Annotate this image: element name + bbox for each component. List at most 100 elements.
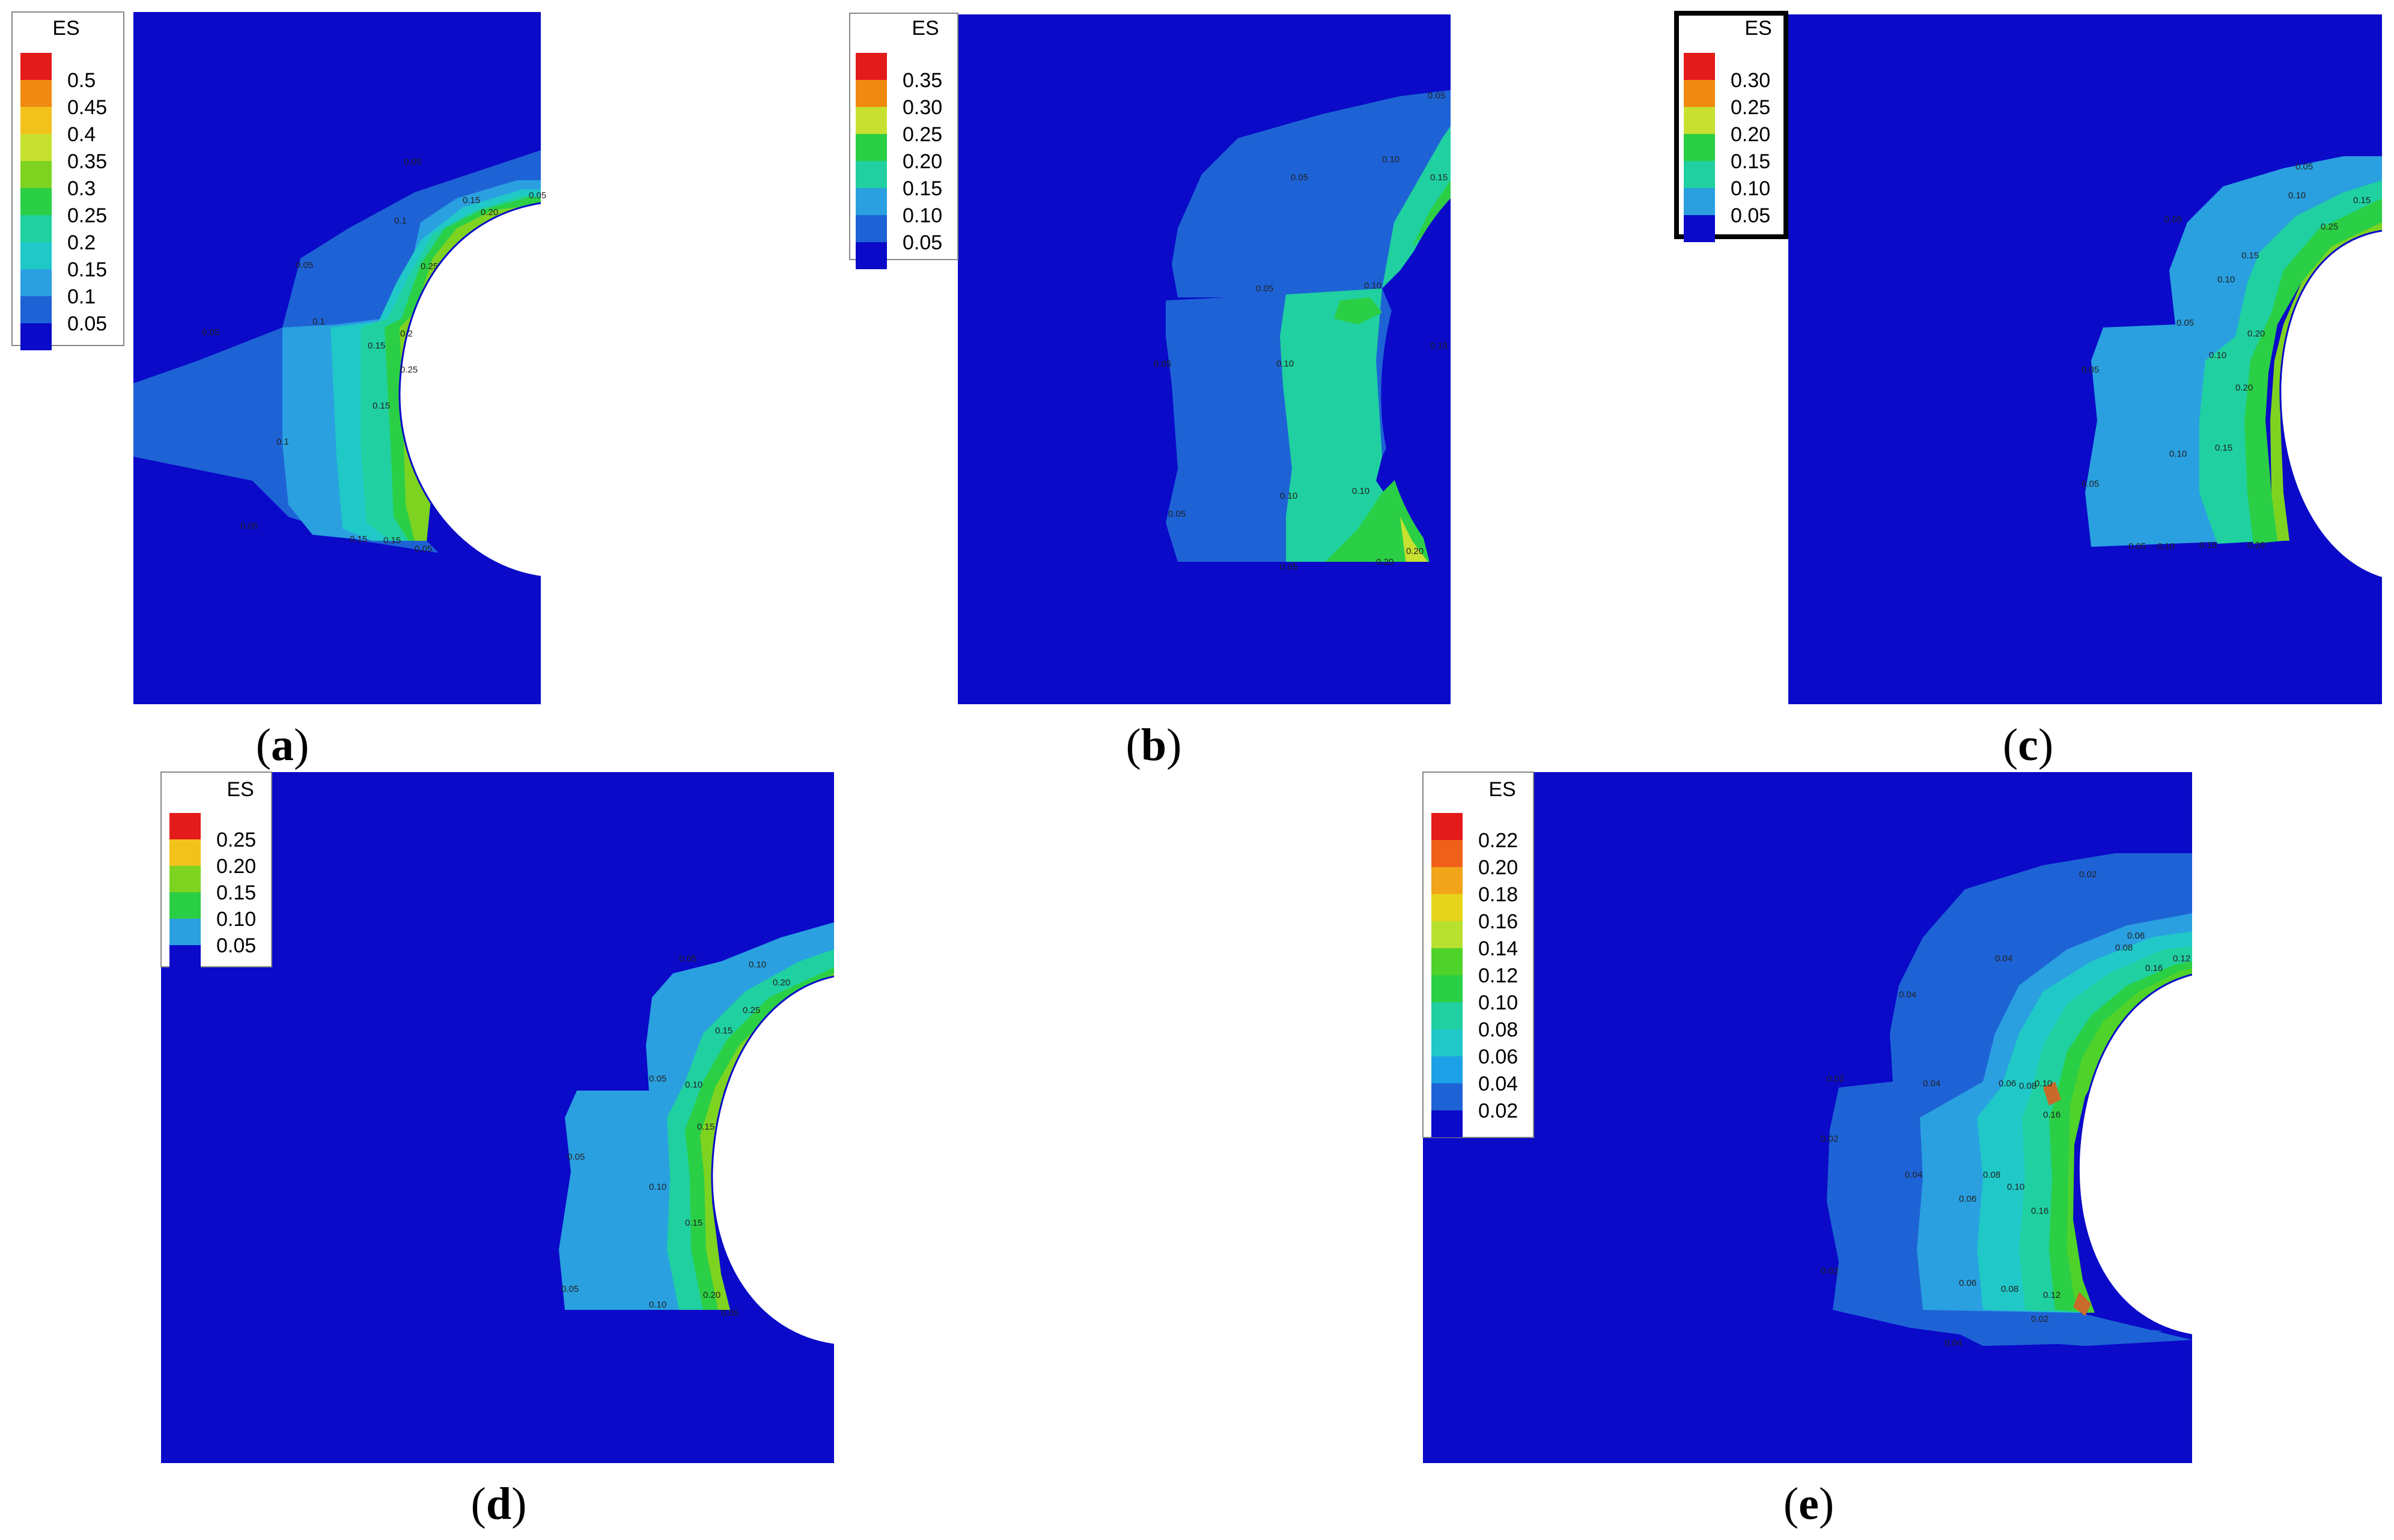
legend-swatch (856, 107, 887, 134)
legend-tick-label: 0.5 (67, 69, 96, 92)
legend-tick-label: 0.05 (216, 934, 256, 957)
panel-c-caption: (c) (2003, 720, 2053, 770)
legend-swatch (20, 296, 52, 323)
contour-label: 0.16 (2031, 1206, 2048, 1216)
contour-label: 0.05 (1256, 284, 1273, 294)
contour-label: 0.02 (2031, 1314, 2048, 1324)
legend-tick-label: 0.25 (903, 123, 942, 146)
legend-swatch (20, 323, 52, 350)
contour-label: 0.15 (685, 1218, 702, 1228)
contour-label: 0.2 (400, 329, 413, 339)
panel-e-lower-strip (1941, 1322, 2163, 1346)
contour-label: 0.1 (276, 437, 289, 447)
contour-label: 0.10 (2157, 541, 2175, 552)
panel-e-plot (1423, 772, 2192, 1463)
legend-colorbar: 0.30 0.25 0.20 0.15 0.10 0.05 (1684, 53, 1770, 242)
legend-tick-label: 0.15 (216, 881, 256, 904)
legend-tick-label: 0.08 (1478, 1018, 1518, 1041)
legend-swatch (856, 188, 887, 215)
contour-label: 0.05 (1280, 562, 1297, 572)
legend-swatch (856, 53, 887, 80)
contour-label: 0.06 (1959, 1194, 1976, 1204)
contour-label: 0.15 (463, 195, 480, 205)
legend-tick-label: 0.10 (903, 204, 942, 227)
contour-label: 0.08 (2001, 1284, 2018, 1294)
legend-title: ES (1744, 17, 1771, 40)
panel-e-legend: ES 0.220.200.180.160.140.120.100.080.060… (1422, 772, 1534, 1138)
legend-swatch (1684, 188, 1715, 215)
legend-swatch (1431, 921, 1463, 948)
legend-tick-label: 0.35 (67, 150, 107, 173)
legend-swatch (20, 107, 52, 134)
contour-label: 0.12 (2043, 1290, 2060, 1300)
contour-label: 0.15 (2353, 195, 2371, 205)
contour-label: 0.05 (1168, 509, 1186, 519)
legend-swatch (169, 839, 201, 866)
legend-swatch (856, 134, 887, 161)
panel-d-contour-labels: 0.05 0.10 0.20 0.15 0.25 0.05 0.10 0.15 … (561, 954, 790, 1318)
legend-tick-label: 0.30 (1731, 69, 1770, 92)
panel-b-legend: ES 0.35 0.30 0.25 0.20 0.15 0.10 0.05 (849, 13, 958, 269)
panel-a-caption: (a) (256, 720, 309, 770)
contour-label: 0.08 (1983, 1170, 2000, 1180)
panel-a-hole (399, 203, 541, 577)
legend-swatch (20, 188, 52, 215)
panel-d-hole (711, 976, 834, 1345)
legend-swatch (1684, 80, 1715, 107)
contour-label: 0.06 (2127, 931, 2145, 941)
legend-title: ES (912, 17, 939, 40)
legend-swatch (1431, 840, 1463, 867)
contour-label: 0.10 (649, 1182, 666, 1192)
legend-tick-label: 0.15 (1731, 150, 1770, 173)
panel-b-hole (1381, 198, 1451, 568)
contour-label: 0.15 (715, 1026, 733, 1036)
contour-label: 0.08 (2019, 1081, 2036, 1091)
contour-label: 0.10 (1276, 359, 1294, 369)
panel-d-band-2 (667, 949, 834, 1310)
panel-d-band-3 (685, 967, 834, 1310)
contour-label: 0.06 (1999, 1079, 2016, 1089)
legend-swatch (20, 53, 52, 80)
legend-swatch (169, 892, 201, 919)
contour-label: 0.20 (1376, 557, 1393, 567)
contour-label: 0.04 (1899, 990, 1916, 1000)
legend-swatch (1431, 894, 1463, 921)
contour-label: 0.05 (415, 544, 432, 554)
legend-tick-label: 0.25 (216, 829, 256, 851)
caption-letter: c (2018, 720, 2038, 770)
contour-label: 0.15 (350, 534, 367, 544)
legend-tick-label: 0.2 (67, 231, 96, 254)
panel-d: 0.05 0.10 0.20 0.15 0.25 0.05 0.10 0.15 … (160, 772, 834, 1529)
legend-swatch (169, 813, 201, 839)
contour-label: 0.05 (529, 190, 546, 201)
panel-e-caption: (e) (1783, 1479, 1834, 1529)
panel-b-band-6 (1334, 297, 1382, 324)
panel-c-band-2 (2199, 180, 2382, 544)
contour-label: 0.05 (649, 1074, 666, 1084)
legend-swatch (1431, 1110, 1463, 1137)
legend-title: ES (52, 17, 79, 40)
legend-tick-label: 0.20 (903, 150, 942, 173)
legend-tick-label: 0.3 (67, 177, 96, 200)
caption-letter: b (1141, 720, 1166, 770)
legend-swatch (1431, 813, 1463, 840)
legend-tick-label: 0.16 (1478, 910, 1518, 933)
legend-tick-label: 0.05 (67, 312, 107, 335)
contour-label: 0.05 (721, 1308, 739, 1318)
panel-a-hole-outline (398, 202, 541, 578)
legend-swatch (856, 215, 887, 242)
legend-tick-label: 0.10 (1478, 991, 1518, 1014)
panel-a-plot (133, 12, 541, 704)
contour-label: 0.15 (368, 341, 385, 351)
legend-tick-label: 0.10 (216, 908, 256, 931)
legend-swatch (20, 161, 52, 188)
contour-label: 0.10 (2288, 190, 2306, 201)
legend-swatch (1431, 1083, 1463, 1110)
panel-e-band-7 (2043, 1082, 2061, 1106)
panel-c-hole-outline (2279, 230, 2382, 579)
panel-d-band-4 (700, 973, 834, 1310)
contour-label: 0.10 (749, 960, 766, 970)
legend-tick-label: 0.35 (903, 69, 942, 92)
legend-tick-label: 0.15 (903, 177, 942, 200)
contour-label: 0.15 (2241, 251, 2259, 261)
